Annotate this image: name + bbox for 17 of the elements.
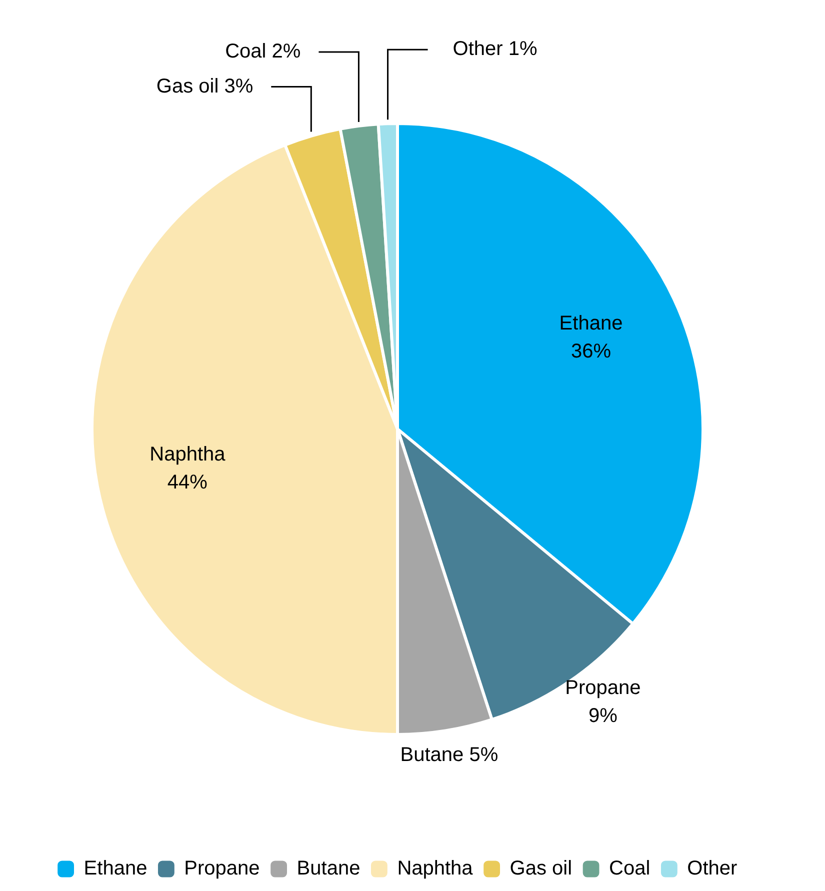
legend-label: Butane (296, 858, 360, 880)
category-label: Butane 5% (400, 744, 498, 766)
legend-label: Ethane (84, 858, 148, 880)
category-label: Other 1% (452, 38, 538, 60)
legend-label: Naphtha (397, 858, 474, 880)
data-label: 44% (167, 472, 208, 494)
legend-label: Other (687, 858, 738, 880)
slice-label: Naphtha (150, 444, 226, 466)
data-label: 36% (570, 340, 612, 362)
category-label: Coal 2% (225, 40, 301, 62)
slice-label: Ethane (559, 312, 623, 334)
legend-label: Gas oil (510, 858, 572, 880)
legend-label: Propane (184, 858, 260, 880)
slice-label: Propane (565, 676, 641, 699)
legend-label: Coal (609, 858, 650, 880)
category-label: Gas oil 3% (156, 75, 254, 98)
data-label: 9% (588, 704, 618, 727)
